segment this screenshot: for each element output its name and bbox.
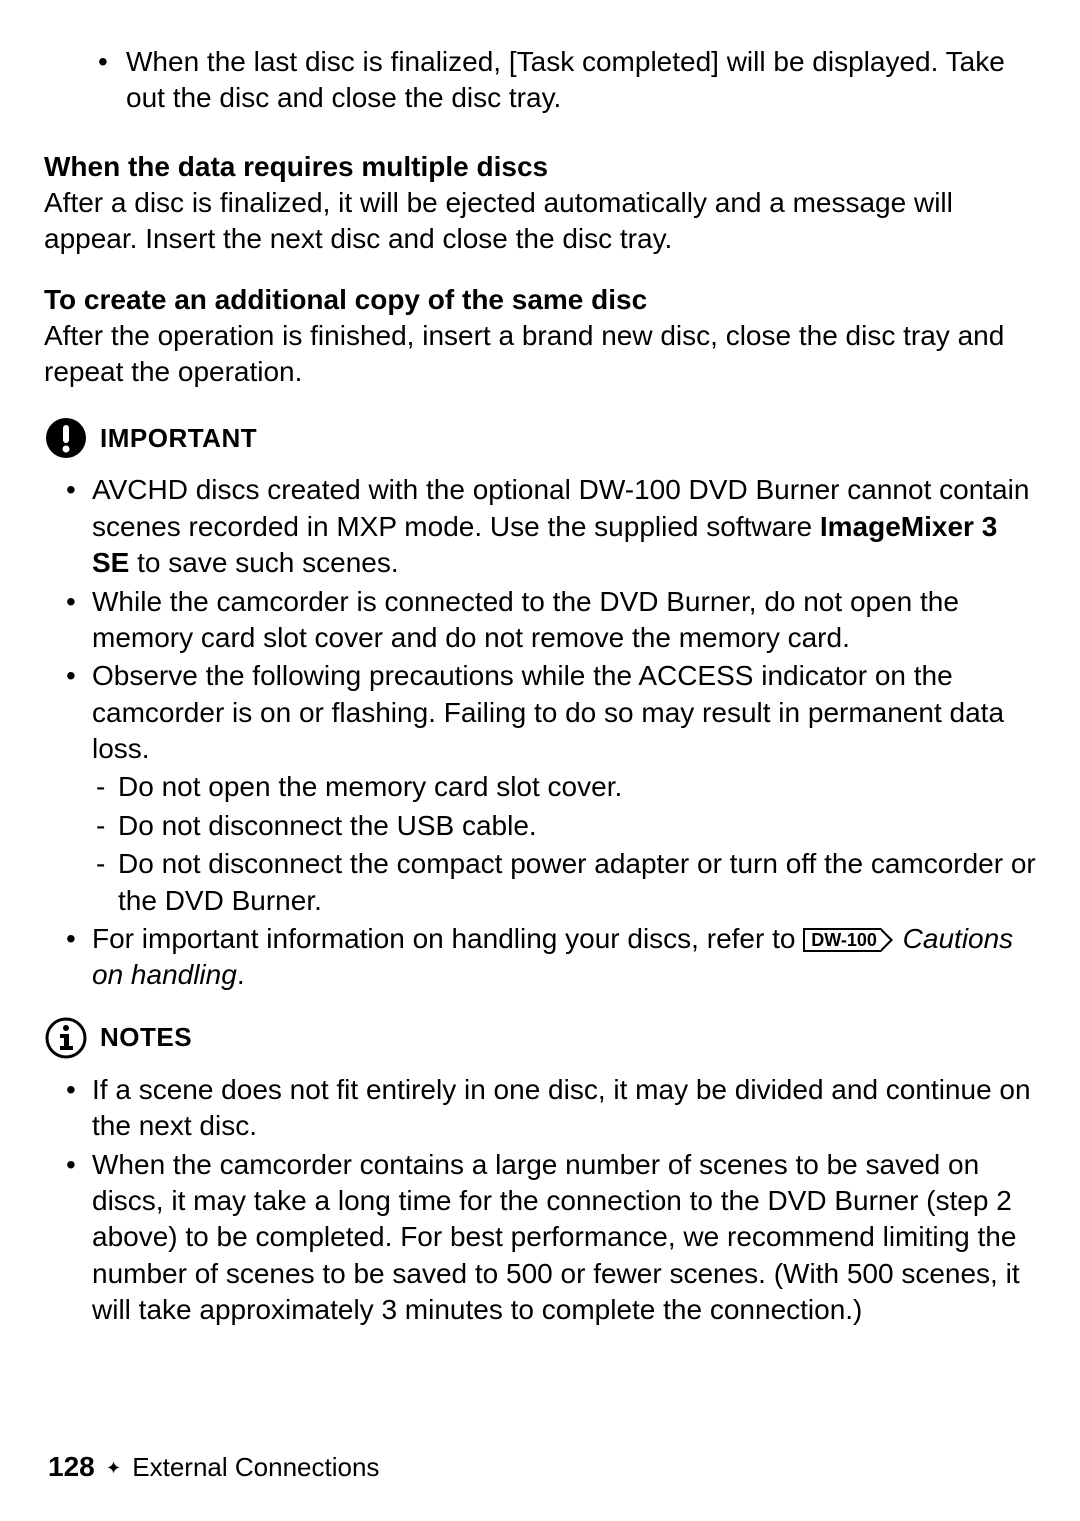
bullet-dot: • bbox=[66, 658, 92, 767]
important-b4-post: . bbox=[237, 959, 245, 990]
notes-heading: NOTES bbox=[44, 1016, 1036, 1060]
para-additional-copy: After the operation is finished, insert … bbox=[44, 318, 1036, 391]
dw100-tag: DW-100 bbox=[803, 928, 881, 952]
notes-body: • If a scene does not fit entirely in on… bbox=[44, 1072, 1036, 1329]
footer-diamond-icon: ✦ bbox=[106, 1458, 121, 1478]
page-number: 128 bbox=[48, 1451, 95, 1482]
para-multiple-discs: After a disc is finalized, it will be ej… bbox=[44, 185, 1036, 258]
notes-bullet-2: • When the camcorder contains a large nu… bbox=[66, 1147, 1036, 1329]
subhead-additional-copy: To create an additional copy of the same… bbox=[44, 284, 1036, 316]
important-icon bbox=[44, 416, 88, 460]
bullet-dot: • bbox=[66, 921, 92, 994]
notes-bullet-1-text: If a scene does not fit entirely in one … bbox=[92, 1072, 1036, 1145]
important-b1-post: to save such scenes. bbox=[129, 547, 398, 578]
important-dash-2-text: Do not disconnect the USB cable. bbox=[118, 808, 537, 844]
notes-icon bbox=[44, 1016, 88, 1060]
bullet-dot: • bbox=[66, 1072, 92, 1145]
important-b4-pre: For important information on handling yo… bbox=[92, 923, 803, 954]
important-bullet-1: • AVCHD discs created with the optional … bbox=[66, 472, 1036, 581]
page: • When the last disc is finalized, [Task… bbox=[0, 0, 1080, 1521]
important-dash-3-text: Do not disconnect the compact power adap… bbox=[118, 846, 1036, 919]
bullet-dot: • bbox=[66, 1147, 92, 1329]
intro-bullet: • When the last disc is finalized, [Task… bbox=[98, 44, 1036, 117]
intro-bullet-text: When the last disc is finalized, [Task c… bbox=[126, 44, 1036, 117]
important-bullet-2-text: While the camcorder is connected to the … bbox=[92, 584, 1036, 657]
subhead-multiple-discs: When the data requires multiple discs bbox=[44, 151, 1036, 183]
important-bullet-4-text: For important information on handling yo… bbox=[92, 921, 1036, 994]
important-dash-1: - Do not open the memory card slot cover… bbox=[96, 769, 1036, 805]
footer-section: External Connections bbox=[132, 1452, 379, 1482]
bullet-dot: • bbox=[98, 44, 126, 117]
notes-bullet-2-text: When the camcorder contains a large numb… bbox=[92, 1147, 1036, 1329]
important-label: IMPORTANT bbox=[100, 423, 257, 454]
important-bullet-3-text: Observe the following precautions while … bbox=[92, 658, 1036, 767]
bullet-dot: • bbox=[66, 472, 92, 581]
dash-mark: - bbox=[96, 769, 118, 805]
page-footer: 128 ✦ External Connections bbox=[44, 1451, 1036, 1487]
important-bullet-3: • Observe the following precautions whil… bbox=[66, 658, 1036, 767]
important-dash-1-text: Do not open the memory card slot cover. bbox=[118, 769, 622, 805]
important-bullet-2: • While the camcorder is connected to th… bbox=[66, 584, 1036, 657]
dash-mark: - bbox=[96, 846, 118, 919]
dash-mark: - bbox=[96, 808, 118, 844]
content-area: • When the last disc is finalized, [Task… bbox=[44, 44, 1036, 1451]
important-heading: IMPORTANT bbox=[44, 416, 1036, 460]
important-dash-3: - Do not disconnect the compact power ad… bbox=[96, 846, 1036, 919]
important-bullet-4: • For important information on handling … bbox=[66, 921, 1036, 994]
notes-label: NOTES bbox=[100, 1022, 192, 1053]
bullet-dot: • bbox=[66, 584, 92, 657]
spacer bbox=[44, 123, 1036, 145]
important-bullet-1-text: AVCHD discs created with the optional DW… bbox=[92, 472, 1036, 581]
important-dash-2: - Do not disconnect the USB cable. bbox=[96, 808, 1036, 844]
notes-bullet-1: • If a scene does not fit entirely in on… bbox=[66, 1072, 1036, 1145]
